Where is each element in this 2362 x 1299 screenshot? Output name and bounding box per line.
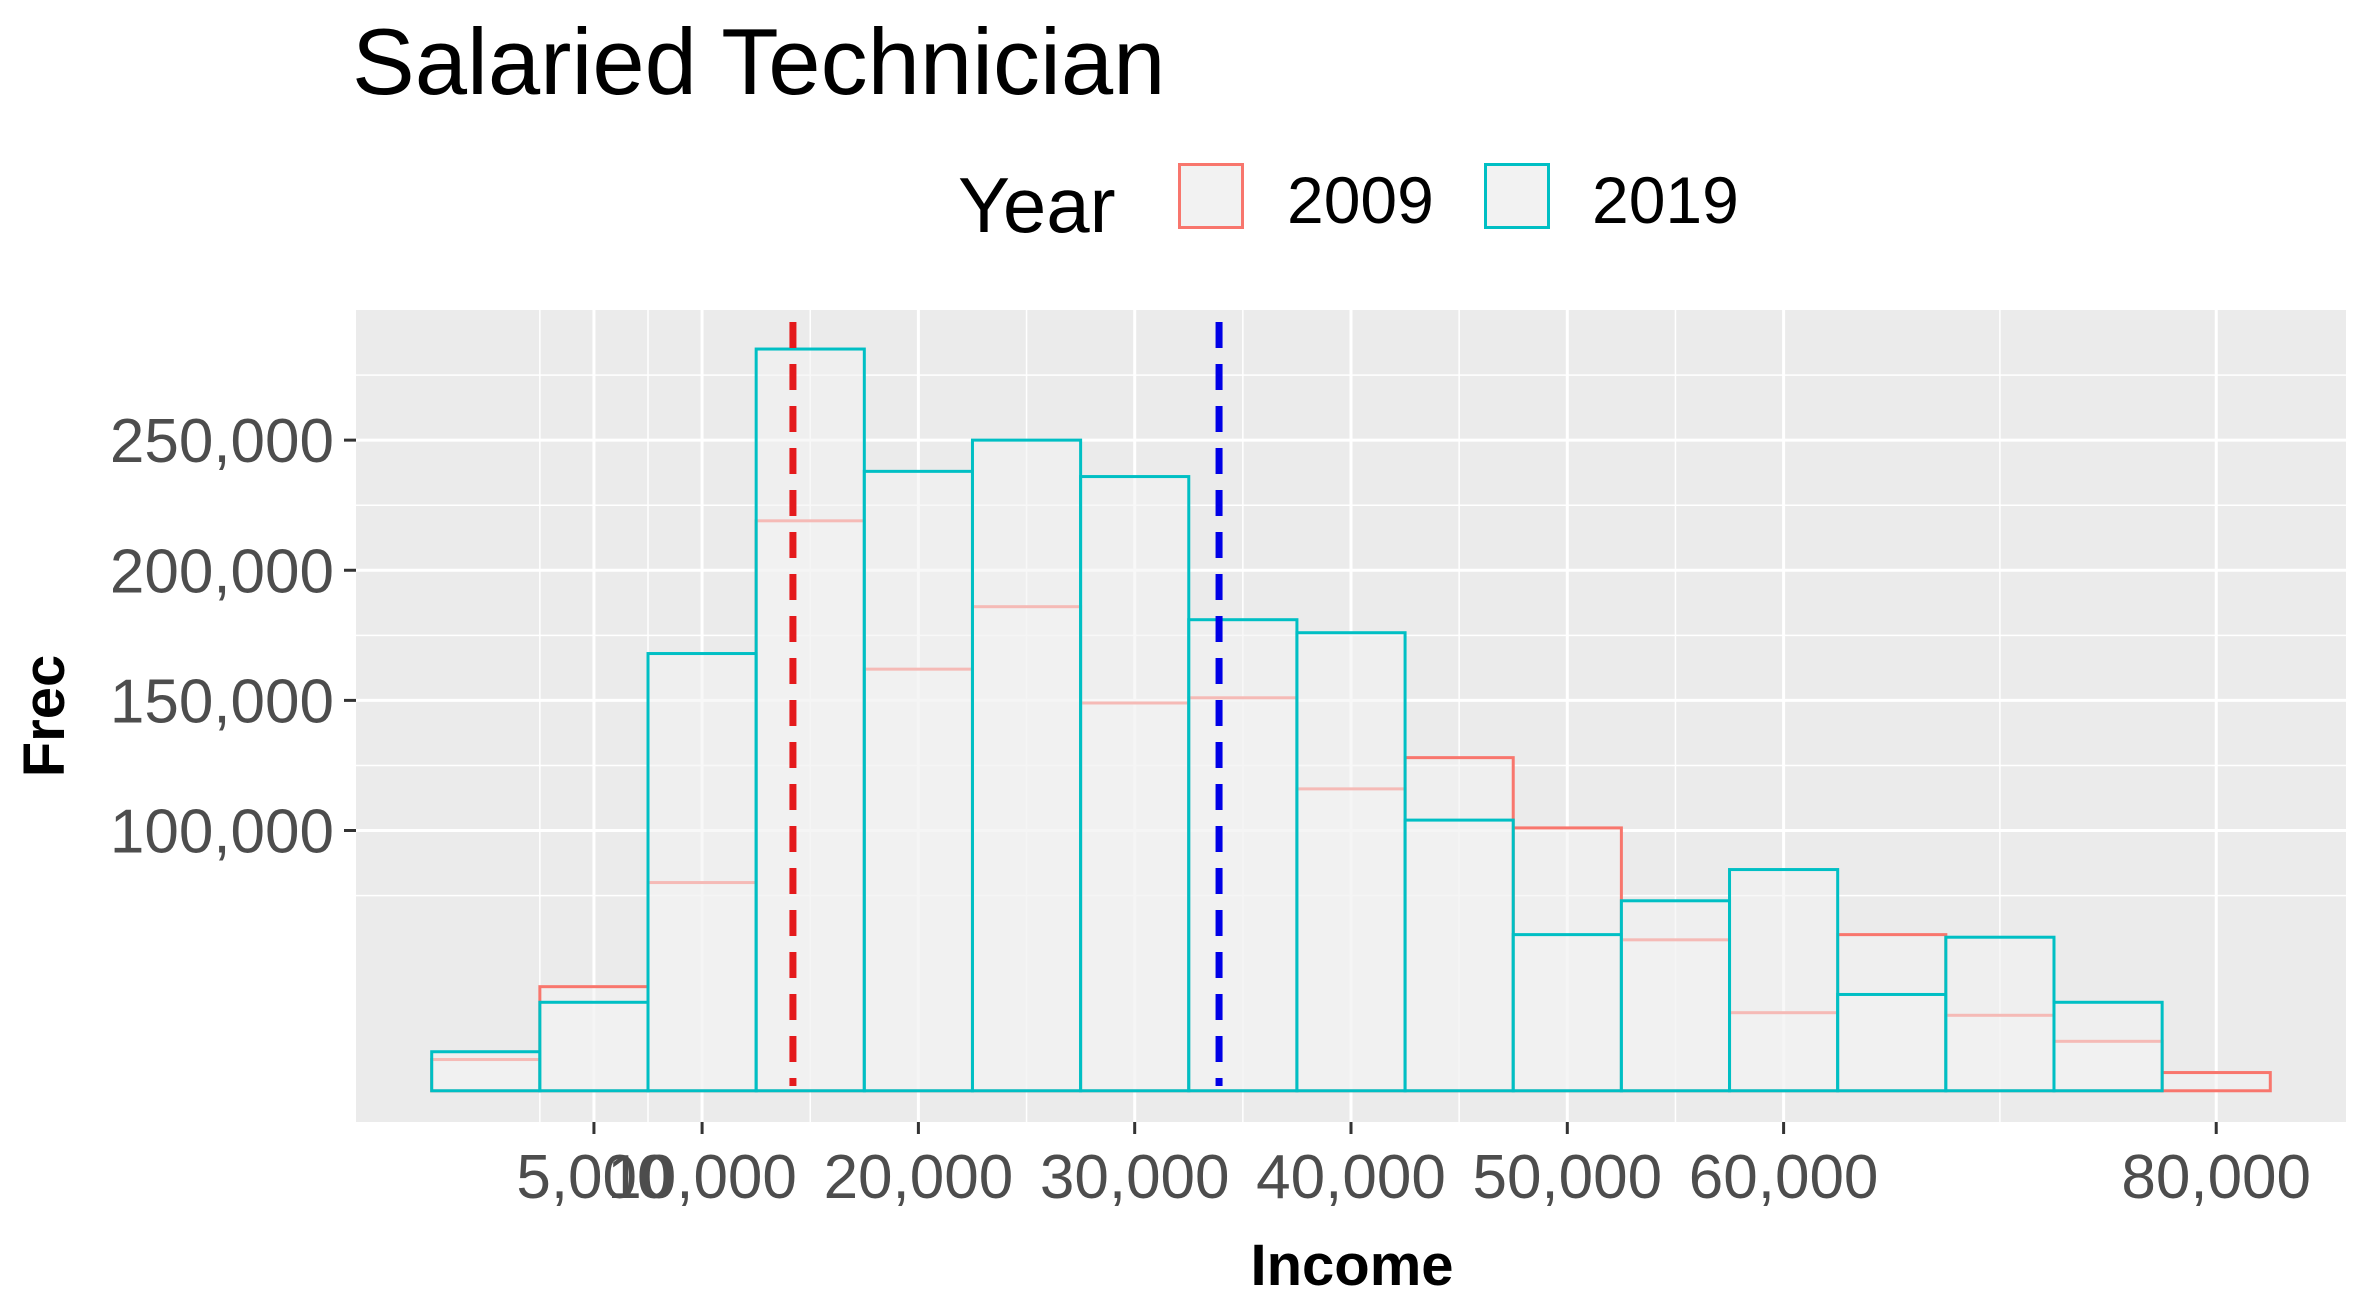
x-tick-label: 80,000 <box>2121 1143 2311 1212</box>
bar-2019-13 <box>1836 992 1948 1093</box>
x-tick-label: 5,000 <box>516 1143 671 1212</box>
bar-2019-4 <box>862 469 974 1093</box>
bar-2019-15 <box>2052 1000 2164 1093</box>
bar-2019-6 <box>1079 475 1191 1093</box>
bar-2019-10 <box>1511 933 1623 1093</box>
x-axis-title: Income <box>1250 1233 1453 1298</box>
bar-2019-0 <box>430 1050 542 1093</box>
bar-2019-14 <box>1944 935 2056 1093</box>
legend-title: Year <box>958 161 1116 249</box>
chart-title: Salaried Technician <box>352 9 1166 114</box>
bar-2019-11 <box>1619 899 1732 1093</box>
y-axis: 100,000 150,000 200,000 250,000 <box>110 407 356 867</box>
bar-2019-9 <box>1403 818 1515 1093</box>
legend-key-2009 <box>1178 163 1244 229</box>
legend: Year 2009 2019 <box>0 150 2362 260</box>
bar-2019-7 <box>1187 618 1299 1093</box>
y-axis-title: Frec <box>12 655 77 778</box>
bar-2019-2 <box>646 652 758 1093</box>
legend-label-2009: 2009 <box>1287 163 1434 237</box>
x-tick-label: 20,000 <box>824 1143 1014 1212</box>
bar-2019-3 <box>754 347 866 1093</box>
y-tick-label: 100,000 <box>110 798 334 867</box>
x-tick-label: 40,000 <box>1256 1143 1446 1212</box>
y-tick-label: 200,000 <box>110 537 334 606</box>
legend-key-2019 <box>1484 163 1550 229</box>
reference-lines <box>789 322 1223 1086</box>
bar-2019-8 <box>1295 631 1407 1093</box>
bar-2009-16 <box>2160 1071 2272 1093</box>
bar-2019-5 <box>970 438 1083 1093</box>
bars <box>430 347 2272 1093</box>
x-tick-label: 60,000 <box>1689 1143 1879 1212</box>
x-tick-label: 10,000 <box>607 1143 797 1212</box>
x-tick-label: 30,000 <box>1040 1143 1230 1212</box>
bar-2019-1 <box>538 1000 650 1093</box>
legend-label-2019: 2019 <box>1592 163 1739 237</box>
y-tick-label: 150,000 <box>110 667 334 736</box>
y-tick-label: 250,000 <box>110 407 334 476</box>
x-tick-label: 50,000 <box>1472 1143 1662 1212</box>
bar-2019-12 <box>1728 868 1840 1093</box>
